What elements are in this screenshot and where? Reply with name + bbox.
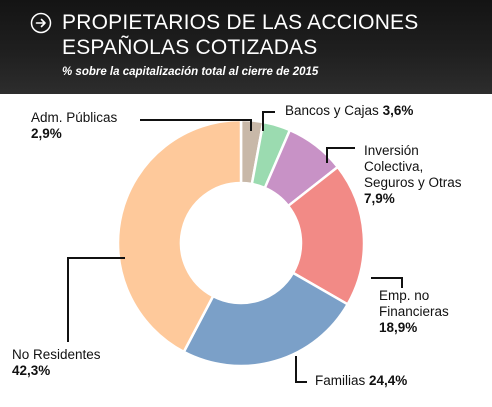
- label-inversion-colectiva: Inversión Colectiva, Seguros y Otras 7,9…: [364, 143, 462, 207]
- slice-familias: [182, 271, 350, 368]
- chart-title: PROPIETARIOS DE LAS ACCIONES ESPAÑOLAS C…: [62, 10, 418, 60]
- leader-adm-publicas: [140, 119, 252, 131]
- label-familias-name: Familias: [315, 373, 366, 388]
- label-emp-no-financieras-line-1: Emp. no: [379, 288, 430, 303]
- label-no-residentes-value: 42,3%: [12, 363, 51, 378]
- label-emp-no-financieras: Emp. no Financieras 18,9%: [379, 288, 449, 336]
- label-emp-no-financieras-line-2: Financieras: [379, 304, 449, 319]
- label-inversion-colectiva-line-3: Seguros y Otras: [364, 175, 462, 190]
- donut-chart: [67, 111, 403, 383]
- chart-title-line-1: PROPIETARIOS DE LAS ACCIONES: [62, 11, 419, 34]
- label-inversion-colectiva-value: 7,9%: [364, 191, 395, 206]
- label-inversion-colectiva-line-1: Inversión: [364, 143, 419, 158]
- label-no-residentes-name: No Residentes: [12, 347, 101, 362]
- label-emp-no-financieras-value: 18,9%: [379, 320, 418, 335]
- leader-no-residentes: [67, 257, 125, 342]
- label-bancos-cajas: Bancos y Cajas 3,6%: [285, 103, 413, 119]
- chart-subtitle: % sobre la capitalización total al cierr…: [62, 66, 319, 78]
- label-adm-publicas: Adm. Públicas 2,9%: [31, 110, 117, 142]
- label-adm-publicas-name: Adm. Públicas: [31, 110, 118, 125]
- leader-bancos-cajas: [262, 111, 275, 131]
- chart-header: PROPIETARIOS DE LAS ACCIONES ESPAÑOLAS C…: [0, 0, 492, 94]
- label-bancos-cajas-name: Bancos y Cajas: [285, 103, 379, 118]
- label-no-residentes: No Residentes 42,3%: [12, 347, 101, 379]
- leader-emp-no-financieras: [371, 277, 403, 288]
- label-familias: Familias 24,4%: [315, 373, 407, 389]
- arrow-right-circle-icon: [30, 12, 52, 34]
- leader-familias: [295, 356, 307, 383]
- label-familias-value: 24,4%: [369, 373, 408, 388]
- chart-title-line-2: ESPAÑOLAS COTIZADAS: [62, 36, 318, 59]
- label-inversion-colectiva-line-2: Colectiva,: [364, 159, 424, 174]
- slice-no-residentes: [116, 118, 243, 354]
- label-adm-publicas-value: 2,9%: [31, 126, 62, 141]
- label-bancos-cajas-value: 3,6%: [382, 103, 414, 118]
- leader-inversion-colectiva: [326, 147, 355, 163]
